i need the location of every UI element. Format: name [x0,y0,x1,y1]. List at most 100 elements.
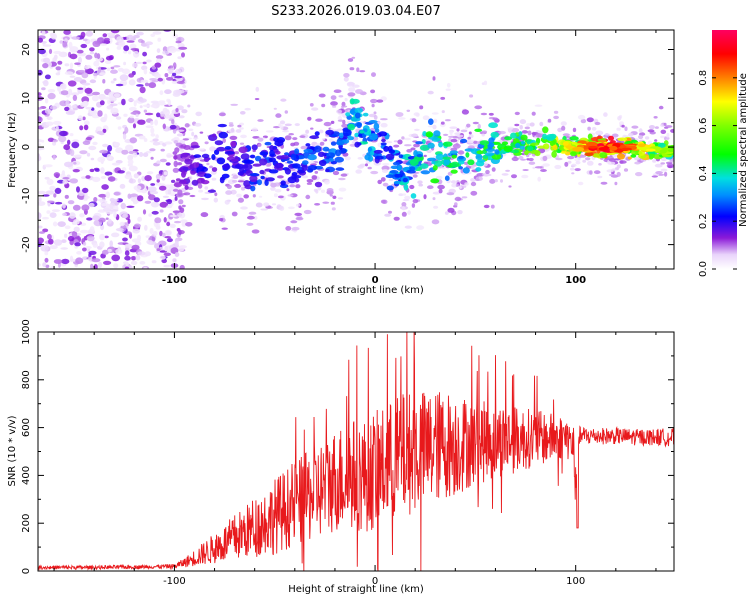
halo-blob [494,179,498,183]
halo-blob [492,117,499,121]
noise-blob [144,200,152,204]
noise-blob [44,98,49,104]
noise-blob [73,226,80,233]
noise-blob [175,89,185,94]
noise-blob [38,139,43,143]
halo-blob [628,132,634,137]
halo-blob [427,90,434,95]
halo-blob [521,174,529,179]
noise-blob [145,235,150,238]
halo-blob [398,117,406,120]
noise-blob [172,33,178,38]
noise-blob [163,252,171,257]
noise-blob [47,200,55,204]
halo-blob [336,128,344,131]
noise-blob [128,165,138,172]
ridge-blob [207,189,216,193]
x-tick-label: -100 [163,576,186,587]
ridge-blob [444,175,450,181]
noise-blob [106,105,113,110]
halo-blob [521,130,529,134]
halo-blob [286,188,290,192]
noise-blob [165,162,171,166]
x-tick-label: 0 [372,275,379,286]
noise-blob [90,157,95,161]
halo-blob [666,132,670,138]
ridge-blob [510,132,517,139]
halo-blob [562,133,570,137]
halo-blob [181,109,188,114]
halo-blob [174,220,181,224]
halo-blob [280,98,287,102]
halo-blob [373,115,378,120]
halo-blob [457,210,463,215]
ridge-core-blob [586,141,598,147]
noise-blob [142,152,149,157]
ridge-blob [174,147,180,153]
ridge-blob [297,155,306,160]
noise-blob [113,78,117,81]
halo-blob [188,128,194,132]
noise-blob [60,90,69,96]
noise-blob [94,52,98,59]
noise-blob [92,242,98,248]
ridge-blob [482,154,488,159]
noise-blob [97,66,102,73]
halo-blob [402,193,407,196]
halo-blob [252,136,260,139]
halo-blob [455,183,459,187]
halo-blob [461,109,469,115]
ridge-blob [380,142,387,146]
noise-blob [45,190,55,195]
halo-blob [224,199,230,205]
noise-blob [76,251,82,255]
noise-blob [137,234,142,241]
noise-blob [68,212,76,219]
ridge-blob [269,145,275,152]
ridge-core-blob [638,146,649,151]
halo-blob [343,76,349,82]
noise-blob [83,197,88,201]
halo-blob [454,196,462,202]
halo-blob [669,158,674,162]
ridge-blob [415,141,423,145]
halo-blob [444,211,449,215]
halo-blob [237,197,244,203]
ridge-blob [527,145,534,152]
noise-blob [73,77,83,82]
ridge-blob [309,135,320,140]
halo-blob [239,122,245,126]
halo-blob [403,137,411,141]
noise-blob [71,36,80,40]
halo-blob [585,157,591,161]
noise-blob [142,51,148,57]
halo-blob [644,136,650,140]
ridge-blob [173,155,178,160]
noise-blob [159,209,164,213]
ridge-blob [362,112,369,117]
ridge-blob [460,138,468,144]
halo-blob [355,169,363,174]
halo-blob [539,121,544,127]
halo-blob [234,183,242,188]
noise-blob [136,31,144,36]
noise-blob [74,242,81,247]
ridge-blob [192,162,200,169]
halo-blob [451,183,458,188]
noise-blob [69,75,76,78]
ridge-blob [406,169,416,174]
noise-blob [64,194,69,199]
halo-blob [381,169,389,173]
halo-blob [567,155,575,160]
halo-blob [294,212,303,216]
halo-blob [575,160,581,165]
ridge-blob [515,142,521,149]
halo-blob [404,144,412,147]
ridge-blob [251,144,258,151]
noise-blob [69,62,74,69]
ridge-blob [330,141,337,146]
halo-blob [326,188,334,193]
halo-blob [435,175,443,180]
halo-blob [277,175,284,179]
halo-blob [660,168,668,172]
